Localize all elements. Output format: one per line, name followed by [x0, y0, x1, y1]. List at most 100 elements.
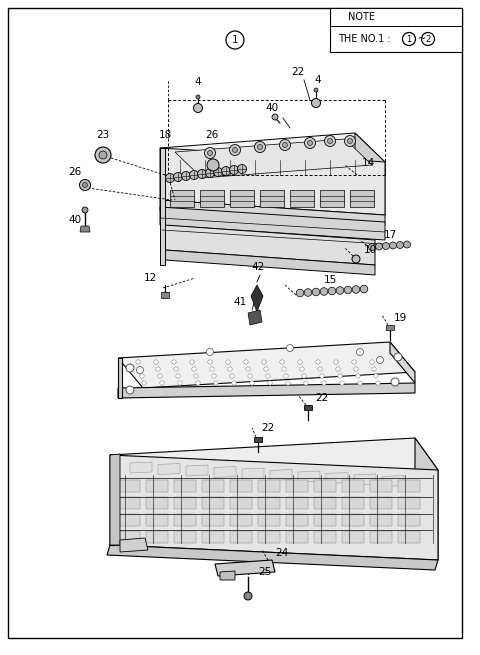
Circle shape	[369, 244, 375, 250]
Text: NOTE: NOTE	[348, 12, 375, 22]
Circle shape	[374, 374, 378, 378]
Polygon shape	[110, 454, 120, 545]
Polygon shape	[258, 514, 280, 526]
Circle shape	[212, 374, 216, 378]
Circle shape	[396, 242, 404, 248]
Circle shape	[204, 147, 216, 159]
Circle shape	[196, 95, 200, 99]
Circle shape	[190, 170, 199, 179]
Circle shape	[228, 367, 232, 371]
Text: 26: 26	[68, 167, 82, 177]
Circle shape	[126, 386, 134, 394]
Polygon shape	[370, 497, 392, 509]
Circle shape	[232, 381, 236, 385]
Circle shape	[334, 360, 338, 364]
Polygon shape	[260, 190, 284, 207]
Polygon shape	[398, 497, 420, 509]
Text: 19: 19	[394, 313, 407, 323]
Circle shape	[287, 345, 293, 352]
Polygon shape	[118, 497, 140, 509]
Circle shape	[136, 360, 140, 364]
Circle shape	[286, 381, 290, 385]
Circle shape	[207, 151, 213, 155]
Polygon shape	[110, 455, 114, 545]
Circle shape	[266, 374, 270, 378]
Circle shape	[138, 367, 142, 371]
Circle shape	[142, 381, 146, 385]
Circle shape	[244, 360, 248, 364]
Circle shape	[229, 166, 239, 174]
Polygon shape	[314, 497, 336, 509]
Circle shape	[352, 286, 360, 293]
Polygon shape	[160, 207, 385, 240]
Circle shape	[197, 170, 206, 179]
Polygon shape	[314, 531, 336, 543]
Circle shape	[352, 360, 356, 364]
Circle shape	[244, 592, 252, 600]
Polygon shape	[230, 190, 254, 207]
Polygon shape	[304, 405, 312, 410]
Text: 22: 22	[291, 67, 305, 77]
Polygon shape	[107, 545, 438, 570]
Circle shape	[298, 360, 302, 364]
Circle shape	[302, 374, 306, 378]
Circle shape	[304, 138, 315, 149]
Polygon shape	[186, 465, 208, 476]
Circle shape	[246, 367, 250, 371]
Polygon shape	[354, 474, 376, 485]
Polygon shape	[398, 531, 420, 543]
Circle shape	[336, 367, 340, 371]
Polygon shape	[290, 190, 314, 207]
Polygon shape	[110, 438, 438, 487]
Circle shape	[358, 381, 362, 385]
Polygon shape	[146, 497, 168, 509]
Circle shape	[383, 242, 389, 250]
Polygon shape	[258, 497, 280, 509]
Circle shape	[190, 360, 194, 364]
Polygon shape	[202, 514, 224, 526]
Circle shape	[99, 151, 107, 159]
Polygon shape	[160, 148, 165, 265]
Polygon shape	[314, 480, 336, 492]
Polygon shape	[386, 325, 394, 330]
Polygon shape	[230, 497, 252, 509]
Text: 40: 40	[265, 103, 278, 113]
Circle shape	[370, 360, 374, 364]
Circle shape	[312, 98, 321, 107]
Polygon shape	[398, 480, 420, 492]
Circle shape	[83, 183, 87, 187]
Circle shape	[221, 166, 230, 176]
Polygon shape	[118, 383, 415, 398]
Polygon shape	[314, 514, 336, 526]
Circle shape	[322, 381, 326, 385]
Polygon shape	[230, 480, 252, 492]
Circle shape	[214, 168, 223, 176]
Circle shape	[376, 381, 380, 385]
Polygon shape	[118, 342, 415, 388]
Circle shape	[192, 367, 196, 371]
Polygon shape	[342, 531, 364, 543]
Polygon shape	[390, 342, 415, 383]
Polygon shape	[286, 480, 308, 492]
Polygon shape	[118, 480, 140, 492]
Circle shape	[136, 367, 144, 373]
Polygon shape	[270, 470, 292, 481]
Polygon shape	[174, 480, 196, 492]
Circle shape	[389, 242, 396, 249]
Text: 10: 10	[363, 245, 377, 255]
Polygon shape	[165, 225, 375, 265]
Circle shape	[391, 378, 399, 386]
Text: ~: ~	[418, 34, 426, 44]
Circle shape	[338, 374, 342, 378]
Circle shape	[254, 141, 265, 153]
Circle shape	[82, 207, 88, 213]
Circle shape	[248, 374, 252, 378]
Circle shape	[344, 286, 352, 294]
Circle shape	[372, 367, 376, 371]
Circle shape	[352, 255, 360, 263]
Circle shape	[304, 381, 308, 385]
Circle shape	[279, 140, 290, 151]
Text: 1: 1	[407, 35, 412, 43]
Polygon shape	[342, 514, 364, 526]
Circle shape	[156, 367, 160, 371]
